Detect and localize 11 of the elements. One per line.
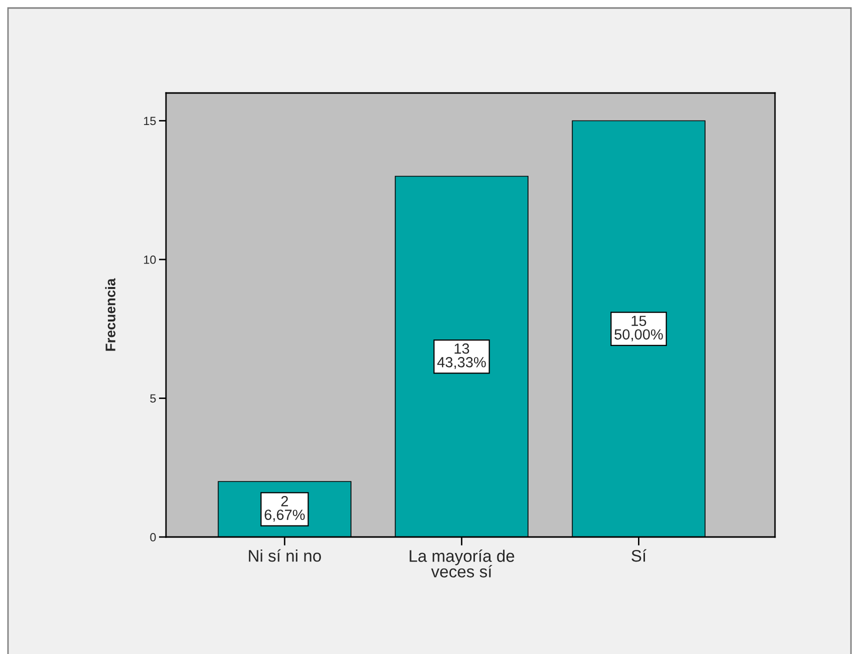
data-label: 2 6,67% (264, 496, 305, 522)
y-tick-label: 0 (150, 533, 156, 542)
y-tick-label: 15 (144, 116, 156, 126)
x-tick-label: Ni sí ni no (248, 549, 321, 562)
x-tick-label: Sí (632, 549, 646, 562)
data-label: 13 43,33% (437, 343, 486, 370)
data-label: 15 50,00% (614, 316, 663, 342)
y-tick-label: 10 (144, 256, 156, 264)
x-tick-label: La mayoría de veces sí (410, 550, 514, 578)
y-axis-title: Frecuencia (105, 278, 116, 351)
y-tick-label: 5 (150, 394, 156, 403)
